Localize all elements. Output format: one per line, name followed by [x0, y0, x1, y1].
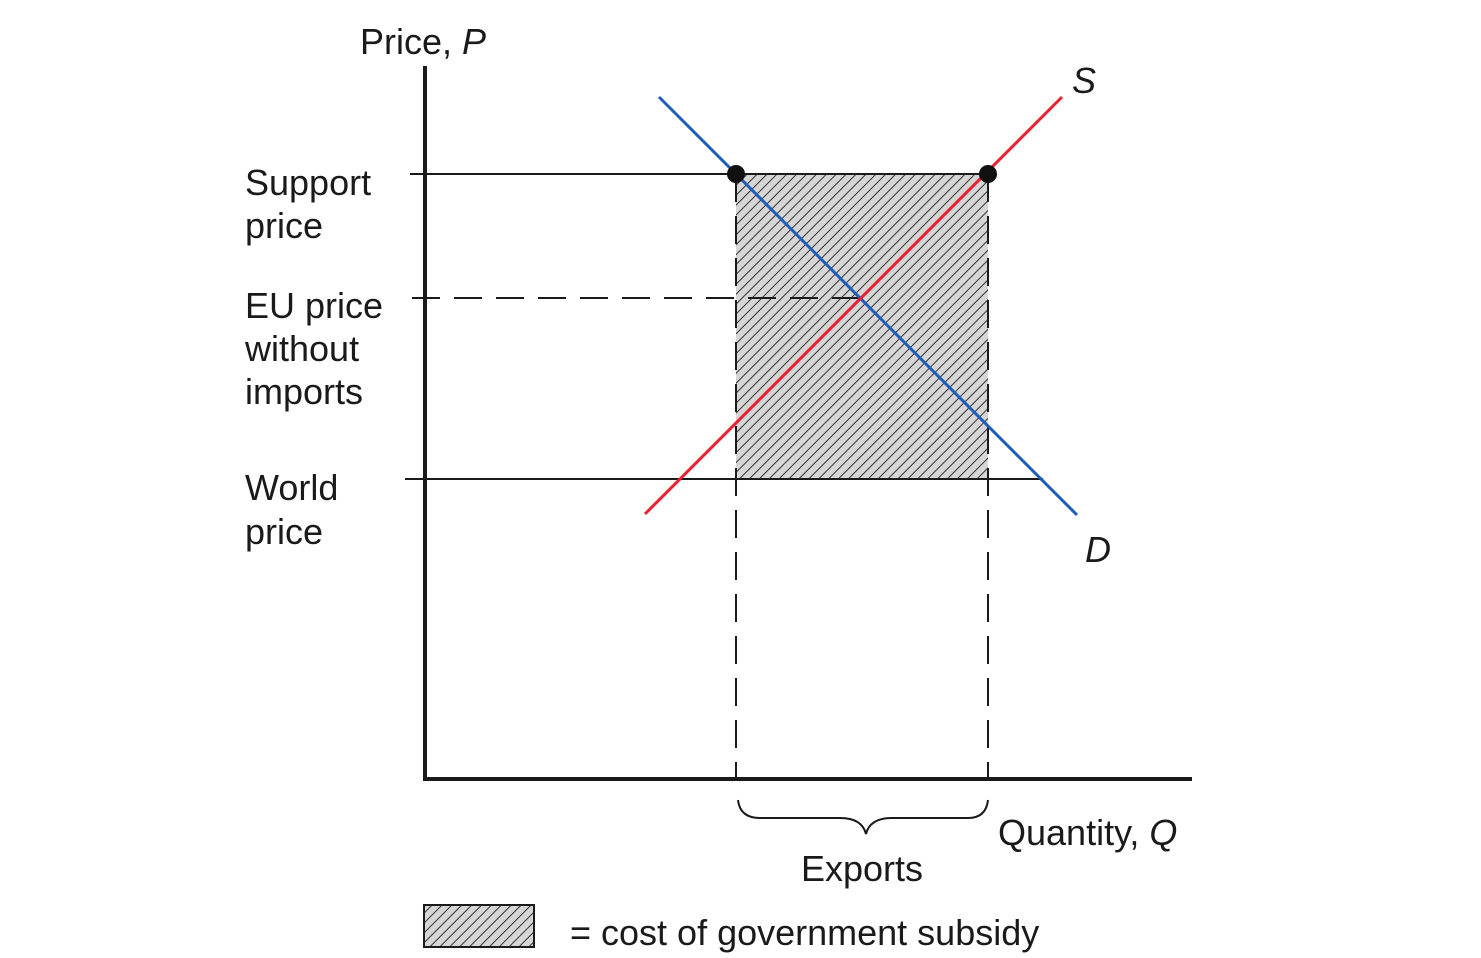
- y-axis-symbol: P: [462, 21, 486, 62]
- eu-price-line-2: without: [244, 328, 359, 369]
- demand-curve: [657, 95, 1079, 517]
- demand-point: [727, 165, 745, 183]
- support-price-line-1: Support: [245, 162, 371, 203]
- exports-label: Exports: [801, 848, 923, 889]
- supply-label: S: [1072, 60, 1096, 101]
- x-axis-symbol: Q: [1149, 812, 1177, 853]
- eu-price-line-3: imports: [245, 371, 363, 412]
- exports-brace: [737, 799, 989, 835]
- world-price-label: World price: [245, 467, 348, 552]
- x-axis-label: Quantity,: [998, 812, 1149, 853]
- eu-price-line-1: EU price: [245, 285, 383, 326]
- support-price-line-2: price: [245, 205, 323, 246]
- legend-swatch: [423, 904, 535, 948]
- subsidy-area: [736, 174, 988, 479]
- world-price-line-2: price: [245, 511, 323, 552]
- support-price-label: Support price: [245, 162, 381, 246]
- eu-price-label: EU price without imports: [244, 285, 393, 412]
- legend-text: = cost of government subsidy: [570, 912, 1039, 953]
- x-axis-title: Quantity, Q: [998, 812, 1177, 853]
- y-axis-title: Price, P: [360, 21, 486, 62]
- world-price-line-1: World: [245, 467, 338, 508]
- demand-label: D: [1085, 529, 1111, 570]
- y-axis-label: Price,: [360, 21, 462, 62]
- supply-point: [979, 165, 997, 183]
